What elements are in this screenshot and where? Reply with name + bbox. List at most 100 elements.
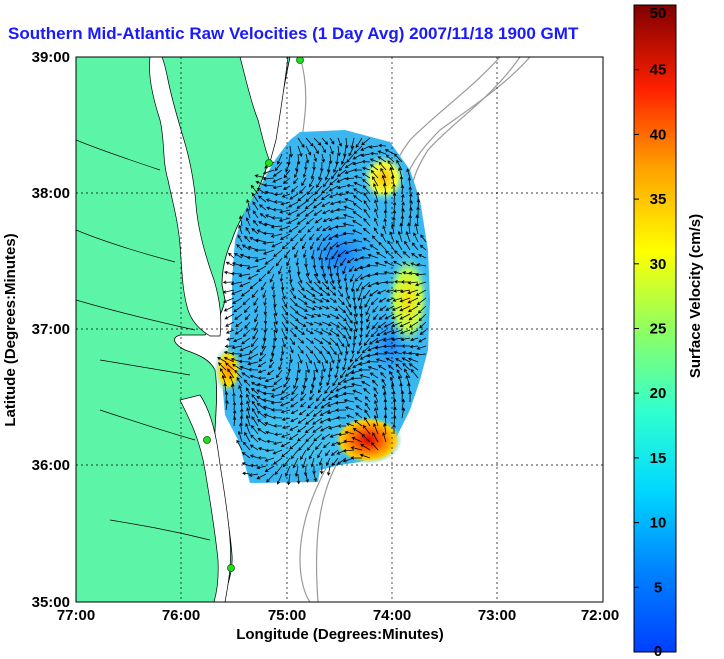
velocity-arrow [342,361,347,371]
velocity-arrow [335,216,347,220]
velocity-arrow [385,154,395,163]
velocity-arrow [304,161,308,171]
velocity-arrow [330,449,339,456]
velocity-arrow [254,248,267,252]
velocity-arrow [329,273,335,284]
velocity-arrow [383,422,387,435]
velocity-arrow [294,249,299,259]
velocity-arrow [396,159,403,171]
velocity-arrow [373,393,379,403]
velocity-arrow [391,305,403,311]
velocity-arrow [337,353,341,364]
velocity-arrow [360,145,371,151]
velocity-arrow [251,416,259,427]
velocity-arrow [420,234,427,243]
velocity-arrow [418,313,427,322]
velocity-arrow [295,257,300,267]
velocity-arrow [297,193,307,202]
velocity-arrow [275,257,283,267]
velocity-arrow [245,387,251,395]
velocity-arrow [289,345,294,354]
velocity-arrow [320,193,331,200]
velocity-arrow [367,281,379,288]
velocity-arrow [314,217,323,224]
velocity-arrow [280,441,291,447]
velocity-arrow [300,449,307,461]
delaware-bay [239,57,289,164]
velocity-arrow [244,235,251,243]
velocity-arrow [265,430,275,435]
velocity-arrow [242,329,251,337]
velocity-arrow [305,217,315,225]
velocity-arrow [241,372,251,379]
velocity-arrow [391,321,403,328]
velocity-arrow [328,425,339,430]
velocity-arrow [361,166,371,171]
velocity-arrow [271,415,283,420]
velocity-arrow [368,337,379,345]
velocity-arrow [321,265,326,278]
velocity-arrow [345,422,355,427]
velocity-arrow [327,369,332,379]
velocity-arrow [302,241,307,250]
velocity-arrow [344,345,349,355]
velocity-arrow [266,439,275,444]
velocity-arrow [380,232,387,243]
velocity-arrow [241,452,251,459]
velocity-arrow [337,281,342,290]
velocity-arrow [313,337,324,344]
velocity-arrow [396,369,403,379]
velocity-arrow [272,169,283,177]
velocity-arrow [253,321,259,332]
velocity-arrow [361,159,371,164]
velocity-arrow [402,271,411,275]
velocity-arrow [249,463,259,468]
velocity-arrow [259,204,267,211]
velocity-arrow [262,249,275,255]
velocity-arrow [373,183,379,195]
x-axis-label: Longitude (Degrees:Minutes) [236,626,444,643]
velocity-arrow [381,378,387,387]
velocity-arrow [399,297,411,303]
velocity-arrow [407,289,419,295]
velocity-arrow [230,271,243,276]
chesapeake-bay [149,57,222,337]
velocity-arrow [356,281,363,292]
velocity-arrow [297,305,308,312]
velocity-arrow [236,244,243,251]
velocity-arrow [297,313,308,320]
velocity-arrow [416,345,427,350]
velocity-arrow [247,273,259,280]
y-tick-label: 39:00 [32,49,70,66]
velocity-arrow [321,345,331,355]
velocity-arrow [344,169,355,174]
velocity-arrow [402,251,411,259]
velocity-arrow [373,313,379,321]
velocity-arrow [297,137,305,148]
velocity-arrow [379,305,387,312]
velocity-arrow [265,198,275,203]
velocity-arrow [367,253,379,259]
velocity-arrow [371,379,379,387]
velocity-arrow [392,201,397,211]
velocity-arrow [257,456,267,460]
velocity-arrow [305,321,314,326]
velocity-arrow [243,305,251,314]
velocity-arrow [260,345,267,356]
velocity-arrow [399,313,411,320]
velocity-arrow [247,361,259,366]
velocity-arrow [262,241,275,245]
velocity-arrow [289,313,299,322]
velocity-arrow [399,289,411,294]
velocity-arrow [312,161,316,171]
velocity-arrow [272,441,283,445]
velocity-arrow [316,177,323,189]
velocity-arrow [408,390,412,403]
velocity-arrow [304,209,315,217]
velocity-arrow [357,289,363,302]
velocity-arrow [333,161,339,173]
velocity-arrow [334,225,347,229]
velocity-arrow [369,151,379,156]
velocity-arrow [230,351,243,356]
velocity-arrow [289,329,297,338]
